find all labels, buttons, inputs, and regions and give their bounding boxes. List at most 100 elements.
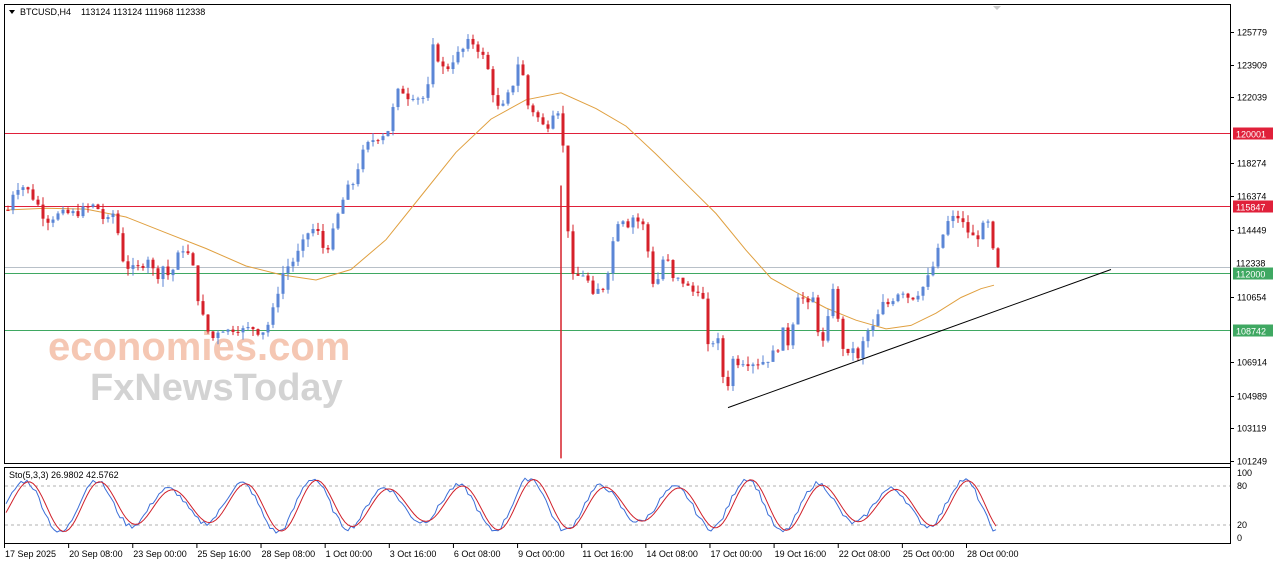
candle-body [86, 206, 90, 208]
candle-body [16, 189, 20, 195]
candle-body [331, 228, 335, 250]
candle-body [511, 85, 515, 93]
symbol-header: BTCUSD,H4 [20, 7, 71, 17]
candle-body [216, 332, 220, 339]
candle-body [261, 332, 265, 335]
candle-body [466, 38, 470, 49]
candle-body [546, 124, 550, 129]
price-tick-label: 106914 [1237, 358, 1267, 368]
candle-body [346, 184, 350, 200]
candle-body [841, 318, 845, 349]
level-badge-115847 [1233, 200, 1273, 213]
candle-body [691, 285, 695, 292]
candle-body [826, 316, 830, 341]
candle-body [156, 268, 160, 280]
stochastic-signal-line [5, 478, 997, 532]
candle-body [806, 298, 810, 303]
candle-body [756, 364, 760, 366]
candle-body [161, 266, 165, 280]
candle-body [271, 307, 275, 325]
candle-body [871, 325, 875, 331]
candle-body [936, 247, 940, 267]
candle-body [441, 61, 445, 67]
candle-body [366, 141, 370, 150]
candle-body [876, 314, 880, 326]
candle-body [561, 113, 565, 146]
candle-body [501, 103, 505, 106]
triangle-down-icon[interactable] [9, 10, 15, 14]
candle-body [66, 209, 70, 214]
candle-body [361, 149, 365, 170]
moving-average-line [5, 92, 995, 330]
candle-body [496, 95, 500, 106]
candle-body [596, 288, 600, 294]
stochastic-main-line [5, 477, 997, 534]
level-label-112000: 112000 [1236, 270, 1265, 280]
candle-body [231, 329, 235, 332]
price-axis: 125779 123909 122039 118274 116374 114449 1106… [1230, 28, 1267, 467]
candle-body [311, 228, 315, 234]
candle-body [186, 251, 190, 254]
price-tick-label: 110654 [1237, 293, 1266, 303]
candle-body [256, 329, 260, 335]
candle-body [921, 286, 925, 296]
candle-body [306, 233, 310, 240]
support-trendline[interactable] [727, 269, 1112, 409]
candle-body [416, 98, 420, 100]
candle-body [636, 217, 640, 222]
time-tick-label: 23 Sep 00:00 [133, 549, 187, 559]
candle-body [146, 259, 150, 268]
candle-body [201, 301, 205, 315]
candle-body [396, 88, 400, 108]
candle-body [46, 218, 50, 223]
candle-body [206, 314, 210, 332]
candle-body [21, 187, 25, 190]
stochastic-tick-label: 100 [1237, 468, 1252, 478]
candle-body [151, 259, 155, 269]
candle-body [486, 54, 490, 70]
time-tick-label: 17 Sep 2025 [5, 549, 56, 559]
price-tick-label: 122039 [1237, 93, 1267, 103]
time-tick-label: 3 Oct 16:00 [390, 549, 437, 559]
candle-body [731, 358, 735, 387]
level-label-108742: 108742 [1236, 327, 1266, 337]
candle-body [301, 239, 305, 251]
candle-body [356, 169, 360, 185]
candle-body [446, 66, 450, 70]
candle-body [336, 213, 340, 229]
candle-body [726, 376, 730, 387]
candle-body [801, 297, 805, 299]
candle-body [281, 272, 285, 294]
candle-body [631, 217, 635, 228]
candle-body [221, 331, 225, 333]
candle-body [506, 92, 510, 104]
level-badge-108742 [1233, 324, 1273, 337]
candle-body [851, 348, 855, 353]
candle-body [406, 93, 410, 100]
candle-body [651, 251, 655, 284]
watermark-economies: economies.com [48, 325, 350, 369]
candle-body [296, 250, 300, 262]
candle-body [701, 292, 705, 299]
candle-body [761, 361, 765, 365]
candle-body [686, 283, 690, 286]
candle-body [821, 332, 825, 341]
candle-body [906, 293, 910, 298]
price-tick-label: 101249 [1237, 457, 1267, 467]
ohlc-header: 113124 113124 111968 112338 [81, 7, 205, 17]
candle-body [91, 204, 95, 207]
oscillator-frame [4, 467, 1231, 544]
time-tick-label: 17 Oct 00:00 [710, 549, 762, 559]
candle-body [491, 69, 495, 96]
candle-body [681, 277, 685, 284]
candle-body [556, 113, 560, 116]
price-tick-label: 118274 [1237, 159, 1266, 169]
scroll-marker-icon[interactable] [993, 6, 1001, 10]
candle-body [391, 107, 395, 132]
bid-line-label: 112338 [1236, 259, 1265, 269]
candle-body [51, 219, 55, 223]
time-tick-label: 28 Sep 08:00 [262, 549, 316, 559]
trendline-layer[interactable] [727, 269, 1112, 409]
candle-body [176, 252, 180, 270]
